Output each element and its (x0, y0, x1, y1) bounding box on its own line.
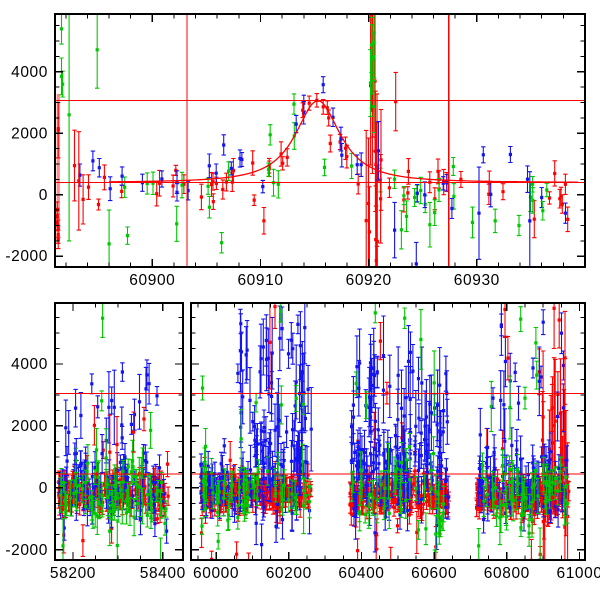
full-baseline-panel-early-group: 58200 58400 -2000 0 2000 4000 (5, 302, 186, 582)
axis-tick-labels: 60900 60910 60920 60930 -2000 0 2000 4000 (5, 64, 500, 289)
panel-frame (190, 302, 586, 561)
axis-ticks (55, 303, 183, 560)
axis-tick-labels: 58200 58400 -2000 0 2000 4000 (5, 356, 186, 582)
full-baseline-panel-early-data-area (56, 303, 171, 560)
x-tick-label: 60400 (338, 565, 384, 582)
x-tick-label: 60600 (411, 565, 457, 582)
y-tick-label: 2000 (11, 125, 48, 142)
x-tick-label: 60800 (484, 565, 530, 582)
x-tick-label: 60900 (129, 272, 175, 289)
y-tick-label: 2000 (11, 418, 48, 435)
y-tick-label: 0 (39, 480, 48, 497)
red-data-points (364, 31, 383, 263)
x-tick-label: 61000 (556, 565, 600, 582)
x-tick-label: 60910 (237, 272, 283, 289)
axis-tick-labels: 60000 60200 60400 60600 60800 61000 (193, 565, 600, 582)
green-data-points (368, 40, 376, 109)
full-baseline-panel-recent-data-area (198, 303, 571, 560)
full-baseline-panel-recent-group: 60000 60200 60400 60600 60800 61000 (190, 302, 600, 582)
event-zoom-panel-group: 60900 60910 60920 60930 -2000 0 2000 4000 (5, 13, 586, 289)
x-tick-label: 60200 (266, 565, 312, 582)
x-tick-label: 60000 (193, 565, 239, 582)
x-tick-label: 58200 (50, 565, 96, 582)
y-tick-label: -2000 (5, 542, 48, 559)
panel-frame (54, 302, 184, 561)
blue-data-points (199, 444, 239, 512)
x-tick-label: 60920 (346, 272, 392, 289)
panel-frame (54, 13, 586, 268)
axis-ticks (55, 14, 585, 267)
y-tick-label: 0 (39, 187, 48, 204)
red-data-points (108, 430, 136, 454)
y-tick-label: -2000 (5, 248, 48, 265)
blue-data-points (477, 324, 569, 522)
y-tick-label: 4000 (11, 356, 48, 373)
axis-ticks (191, 303, 585, 560)
y-tick-label: 4000 (11, 64, 48, 81)
x-tick-label: 60930 (454, 272, 500, 289)
x-tick-label: 58400 (140, 565, 186, 582)
